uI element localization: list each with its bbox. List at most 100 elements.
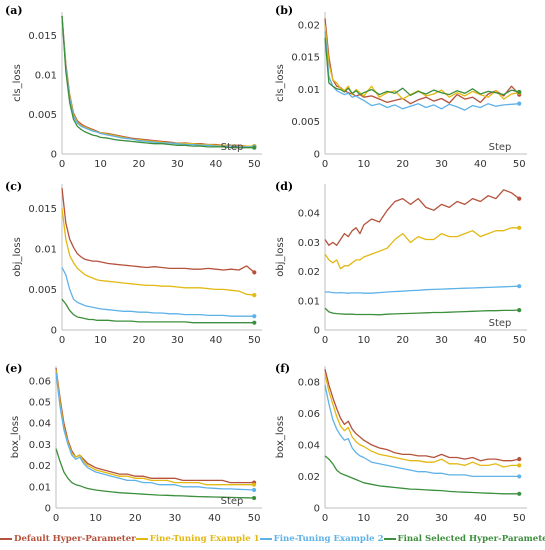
panel-6: (f) 0 0.02 0.04 0.06 0.08 0 10 20 30 40 50 box_loss xyxy=(275,362,527,524)
y-tick-label: 0.02 xyxy=(298,20,320,31)
series-end-point-ft1 xyxy=(517,225,522,230)
series-line-final xyxy=(61,298,255,324)
x-tick-label: 40 xyxy=(474,335,487,346)
y-axis-label: obj_loss xyxy=(12,237,23,277)
series-end-point-ft2 xyxy=(517,474,522,479)
series-line-ft1 xyxy=(61,15,255,147)
series-end-point-default xyxy=(517,456,522,462)
y-tick-label: 0.06 xyxy=(298,409,320,420)
x-tick-label: 0 xyxy=(59,335,65,346)
y-tick-label: 0.03 xyxy=(29,440,51,451)
x-tick-label: 50 xyxy=(248,513,261,524)
x-tick-label: 50 xyxy=(513,513,526,524)
x-tick-label: 30 xyxy=(171,159,184,170)
x-tick-label: 20 xyxy=(133,335,146,346)
y-tick-label: 0.005 xyxy=(291,117,320,128)
series-line-default xyxy=(324,18,520,105)
x-tick-label: 50 xyxy=(513,335,526,346)
series-line-final xyxy=(55,448,255,499)
y-tick-label: 0.05 xyxy=(29,398,51,409)
series-end-point-final xyxy=(517,491,522,496)
x-tick-label: 20 xyxy=(396,513,409,524)
y-axis-label: cls_loss xyxy=(12,64,23,102)
panel-1: (a) 0 0.005 0.01 0.015 0 10 20 30 40 50 cls_loss Ste… xyxy=(5,4,262,170)
y-tick-label: 0.01 xyxy=(298,296,320,307)
series-line-default xyxy=(324,189,520,246)
series-end-point-ft2 xyxy=(251,487,257,493)
panel-2: (b) 0 0.005 0.01 0.015 0.02 0 10 20 30 40 50 cls_los… xyxy=(275,4,527,170)
panel-4: (d) 0 0.01 0.02 0.03 0.04 0 10 20 30 40 50 obj_loss S… xyxy=(275,180,527,346)
x-tick-label: 40 xyxy=(474,159,487,170)
x-tick-label: 20 xyxy=(396,335,409,346)
series-end-point-final xyxy=(252,145,257,150)
legend: Default Hyper-Parameter Fine-Tuning Exam… xyxy=(0,530,545,548)
x-tick-label: 10 xyxy=(94,335,107,346)
y-tick-label: 0.08 xyxy=(298,377,320,388)
series-end-point-final xyxy=(517,89,522,95)
y-tick-label: 0.02 xyxy=(298,472,320,483)
series-end-point-final xyxy=(252,320,257,325)
series-line-ft1 xyxy=(55,370,255,486)
legend-swatch-final xyxy=(383,538,396,540)
legend-item-ft1: Fine-Tuning Example 1 xyxy=(135,534,260,544)
y-tick-label: 0.015 xyxy=(28,31,57,42)
x-tick-label: 40 xyxy=(209,159,222,170)
y-tick-label: 0 xyxy=(314,150,320,161)
series-line-final xyxy=(61,15,255,149)
x-tick-label: 20 xyxy=(396,159,409,170)
y-tick-label: 0.015 xyxy=(291,53,320,64)
series-line-ft2 xyxy=(61,15,255,148)
y-tick-label: 0.005 xyxy=(28,285,57,296)
series-end-point-ft2 xyxy=(252,314,257,319)
x-tick-label: 50 xyxy=(513,159,526,170)
series-line-ft1 xyxy=(324,227,520,270)
series-line-ft2 xyxy=(55,372,255,491)
panel-label: (c) xyxy=(5,180,22,193)
x-axis-label: Step xyxy=(221,142,244,153)
y-axis-label: box_loss xyxy=(275,416,286,458)
series-end-point-ft1 xyxy=(252,293,257,298)
x-axis-label: Step xyxy=(489,142,512,153)
y-tick-label: 0.04 xyxy=(298,440,320,451)
series-end-point-ft1 xyxy=(517,463,522,468)
y-tick-label: 0 xyxy=(314,326,320,337)
series-end-point-final xyxy=(517,308,522,313)
series-line-ft1 xyxy=(324,24,520,100)
y-tick-label: 0.02 xyxy=(29,461,51,472)
panel-label: (e) xyxy=(5,362,22,375)
series-line-ft2 xyxy=(61,267,255,317)
x-tick-label: 30 xyxy=(435,513,448,524)
x-tick-label: 0 xyxy=(53,513,59,524)
x-tick-label: 0 xyxy=(59,159,65,170)
series-end-point-final xyxy=(251,495,257,501)
y-axis-label: cls_loss xyxy=(275,64,286,102)
x-tick-label: 40 xyxy=(208,513,221,524)
y-tick-label: 0 xyxy=(45,504,51,515)
x-tick-label: 20 xyxy=(133,159,146,170)
x-tick-label: 10 xyxy=(357,513,370,524)
series-end-point-ft1 xyxy=(251,482,257,487)
y-axis-label: box_loss xyxy=(10,416,21,458)
x-tick-label: 0 xyxy=(322,513,328,524)
y-tick-label: 0.01 xyxy=(35,71,57,82)
legend-swatch-ft1 xyxy=(135,538,148,540)
y-tick-label: 0.04 xyxy=(298,209,320,220)
y-tick-label: 0.005 xyxy=(28,110,57,121)
series-line-ft1 xyxy=(324,373,520,468)
series-line-final xyxy=(324,37,520,96)
y-tick-label: 0 xyxy=(314,504,320,515)
y-tick-label: 0 xyxy=(51,326,57,337)
panel-label: (a) xyxy=(5,4,23,17)
x-tick-label: 0 xyxy=(322,335,328,346)
y-tick-label: 0.01 xyxy=(298,85,320,96)
x-tick-label: 40 xyxy=(209,335,222,346)
legend-label-default: Default Hyper-Parameter xyxy=(14,534,136,544)
legend-swatch-ft2 xyxy=(259,538,272,540)
x-tick-label: 30 xyxy=(168,513,181,524)
series-end-point-default xyxy=(517,196,522,201)
series-end-point-ft2 xyxy=(517,101,522,106)
panel-label: (f) xyxy=(275,362,290,375)
x-tick-label: 20 xyxy=(129,513,142,524)
series-end-point-ft2 xyxy=(517,284,522,289)
